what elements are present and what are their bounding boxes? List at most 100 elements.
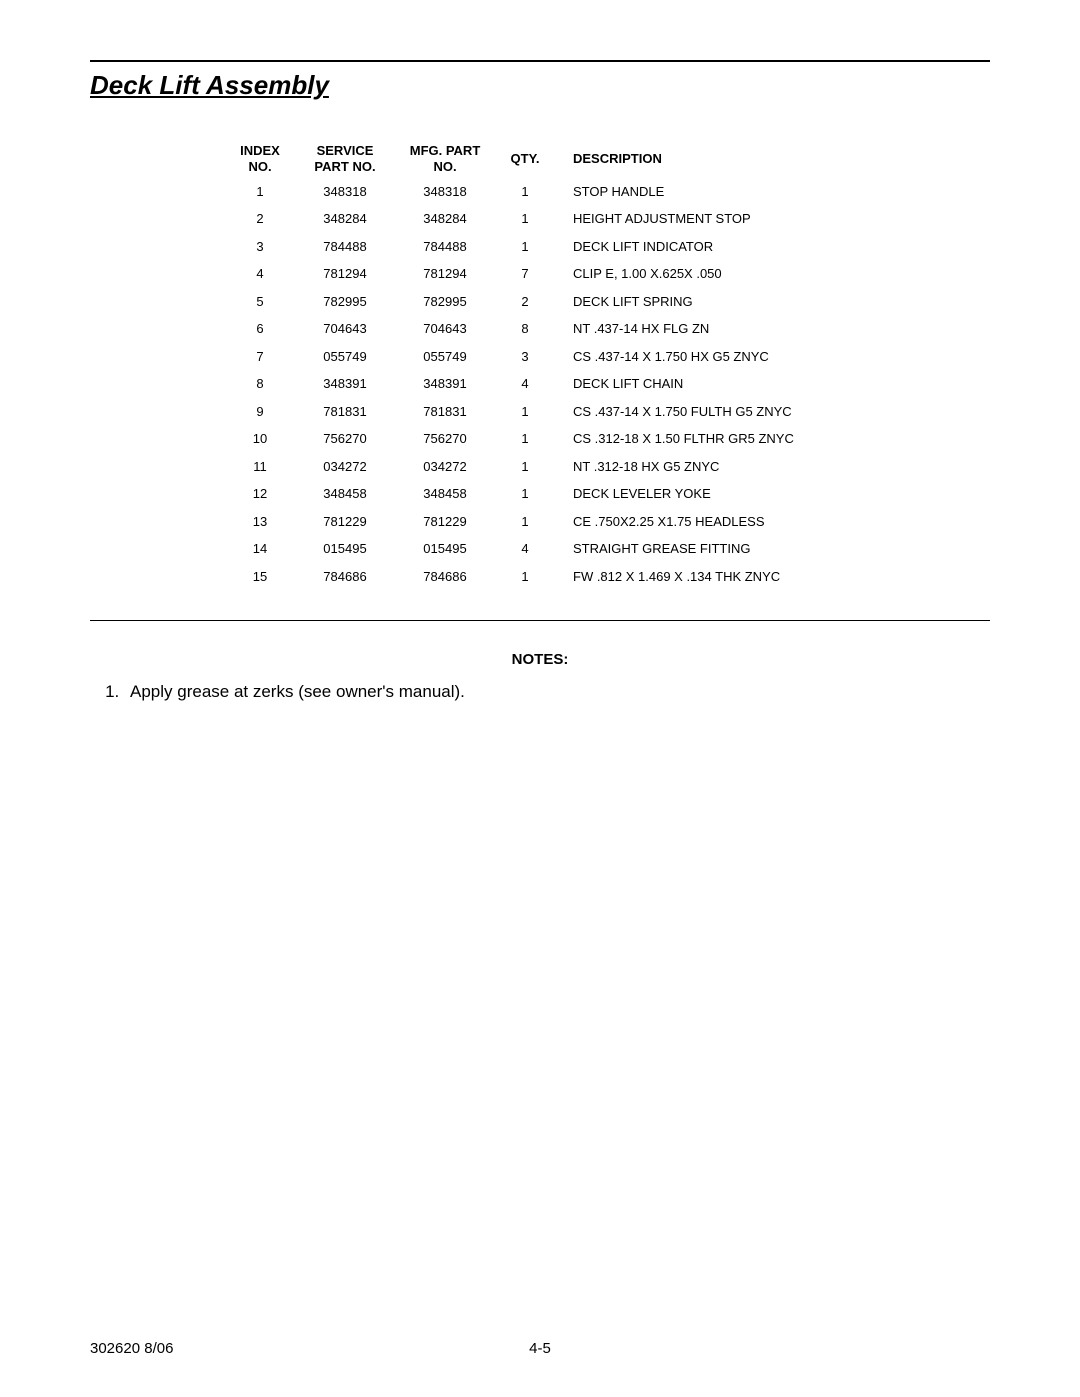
table-row: 140154950154954STRAIGHT GREASE FITTING: [225, 535, 855, 563]
cell-index: 7: [225, 343, 295, 371]
cell-desc: DECK LEVELER YOKE: [555, 480, 855, 508]
cell-service: 781831: [295, 398, 395, 426]
cell-qty: 7: [495, 260, 555, 288]
cell-mfg: 348458: [395, 480, 495, 508]
note-item: Apply grease at zerks (see owner's manua…: [124, 682, 990, 702]
cell-mfg: 781831: [395, 398, 495, 426]
cell-index: 11: [225, 453, 295, 481]
cell-qty: 1: [495, 563, 555, 591]
cell-service: 348284: [295, 205, 395, 233]
cell-qty: 1: [495, 233, 555, 261]
cell-qty: 1: [495, 508, 555, 536]
cell-index: 13: [225, 508, 295, 536]
cell-desc: CE .750X2.25 X1.75 HEADLESS: [555, 508, 855, 536]
cell-qty: 1: [495, 398, 555, 426]
cell-desc: DECK LIFT CHAIN: [555, 370, 855, 398]
col-header-qty: QTY.: [495, 141, 555, 178]
table-row: 137812297812291CE .750X2.25 X1.75 HEADLE…: [225, 508, 855, 536]
cell-qty: 1: [495, 453, 555, 481]
cell-desc: STRAIGHT GREASE FITTING: [555, 535, 855, 563]
cell-index: 14: [225, 535, 295, 563]
cell-service: 756270: [295, 425, 395, 453]
cell-service: 784488: [295, 233, 395, 261]
table-row: 67046437046438NT .437-14 HX FLG ZN: [225, 315, 855, 343]
table-row: 107562707562701CS .312-18 X 1.50 FLTHR G…: [225, 425, 855, 453]
cell-mfg: 782995: [395, 288, 495, 316]
cell-desc: FW .812 X 1.469 X .134 THK ZNYC: [555, 563, 855, 591]
cell-index: 4: [225, 260, 295, 288]
cell-qty: 4: [495, 535, 555, 563]
table-row: 157846867846861FW .812 X 1.469 X .134 TH…: [225, 563, 855, 591]
cell-index: 9: [225, 398, 295, 426]
table-row: 97818317818311CS .437-14 X 1.750 FULTH G…: [225, 398, 855, 426]
cell-index: 10: [225, 425, 295, 453]
cell-service: 784686: [295, 563, 395, 591]
cell-desc: NT .312-18 HX G5 ZNYC: [555, 453, 855, 481]
top-rule: [90, 60, 990, 62]
cell-qty: 4: [495, 370, 555, 398]
parts-table: INDEX NO.SERVICE PART NO.MFG. PART NO.QT…: [225, 141, 855, 590]
cell-service: 782995: [295, 288, 395, 316]
cell-mfg: 034272: [395, 453, 495, 481]
cell-mfg: 348284: [395, 205, 495, 233]
cell-desc: CS .312-18 X 1.50 FLTHR GR5 ZNYC: [555, 425, 855, 453]
notes-heading: NOTES:: [90, 651, 990, 668]
notes-list: Apply grease at zerks (see owner's manua…: [90, 682, 990, 702]
cell-mfg: 348391: [395, 370, 495, 398]
table-row: 47812947812947CLIP E, 1.00 X.625X .050: [225, 260, 855, 288]
cell-qty: 1: [495, 205, 555, 233]
cell-desc: CS .437-14 X 1.750 HX G5 ZNYC: [555, 343, 855, 371]
cell-qty: 2: [495, 288, 555, 316]
table-row: 70557490557493CS .437-14 X 1.750 HX G5 Z…: [225, 343, 855, 371]
cell-index: 15: [225, 563, 295, 591]
cell-qty: 8: [495, 315, 555, 343]
table-row: 13483183483181STOP HANDLE: [225, 178, 855, 206]
parts-table-head: INDEX NO.SERVICE PART NO.MFG. PART NO.QT…: [225, 141, 855, 178]
table-row: 83483913483914DECK LIFT CHAIN: [225, 370, 855, 398]
cell-mfg: 704643: [395, 315, 495, 343]
cell-service: 034272: [295, 453, 395, 481]
cell-service: 348318: [295, 178, 395, 206]
cell-index: 12: [225, 480, 295, 508]
cell-mfg: 781294: [395, 260, 495, 288]
cell-service: 704643: [295, 315, 395, 343]
bottom-rule: [90, 620, 990, 621]
cell-desc: DECK LIFT SPRING: [555, 288, 855, 316]
col-header-desc: DESCRIPTION: [555, 141, 855, 178]
col-header-mfg: MFG. PART NO.: [395, 141, 495, 178]
cell-mfg: 784488: [395, 233, 495, 261]
table-row: 110342720342721NT .312-18 HX G5 ZNYC: [225, 453, 855, 481]
cell-desc: HEIGHT ADJUSTMENT STOP: [555, 205, 855, 233]
cell-index: 3: [225, 233, 295, 261]
cell-desc: CS .437-14 X 1.750 FULTH G5 ZNYC: [555, 398, 855, 426]
page-title: Deck Lift Assembly: [90, 70, 990, 101]
cell-service: 015495: [295, 535, 395, 563]
cell-service: 055749: [295, 343, 395, 371]
table-row: 23482843482841HEIGHT ADJUSTMENT STOP: [225, 205, 855, 233]
cell-service: 781229: [295, 508, 395, 536]
cell-mfg: 348318: [395, 178, 495, 206]
col-header-service: SERVICE PART NO.: [295, 141, 395, 178]
cell-desc: CLIP E, 1.00 X.625X .050: [555, 260, 855, 288]
cell-qty: 1: [495, 178, 555, 206]
cell-desc: STOP HANDLE: [555, 178, 855, 206]
cell-service: 781294: [295, 260, 395, 288]
table-row: 37844887844881DECK LIFT INDICATOR: [225, 233, 855, 261]
col-header-index: INDEX NO.: [225, 141, 295, 178]
cell-mfg: 055749: [395, 343, 495, 371]
cell-mfg: 015495: [395, 535, 495, 563]
cell-index: 6: [225, 315, 295, 343]
cell-index: 8: [225, 370, 295, 398]
cell-mfg: 781229: [395, 508, 495, 536]
table-row: 123484583484581DECK LEVELER YOKE: [225, 480, 855, 508]
table-row: 57829957829952DECK LIFT SPRING: [225, 288, 855, 316]
parts-table-body: 13483183483181STOP HANDLE23482843482841H…: [225, 178, 855, 591]
cell-index: 2: [225, 205, 295, 233]
cell-desc: NT .437-14 HX FLG ZN: [555, 315, 855, 343]
cell-desc: DECK LIFT INDICATOR: [555, 233, 855, 261]
cell-service: 348391: [295, 370, 395, 398]
page-footer: 302620 8/06 4-5: [90, 1340, 990, 1357]
cell-qty: 3: [495, 343, 555, 371]
cell-index: 1: [225, 178, 295, 206]
cell-mfg: 784686: [395, 563, 495, 591]
